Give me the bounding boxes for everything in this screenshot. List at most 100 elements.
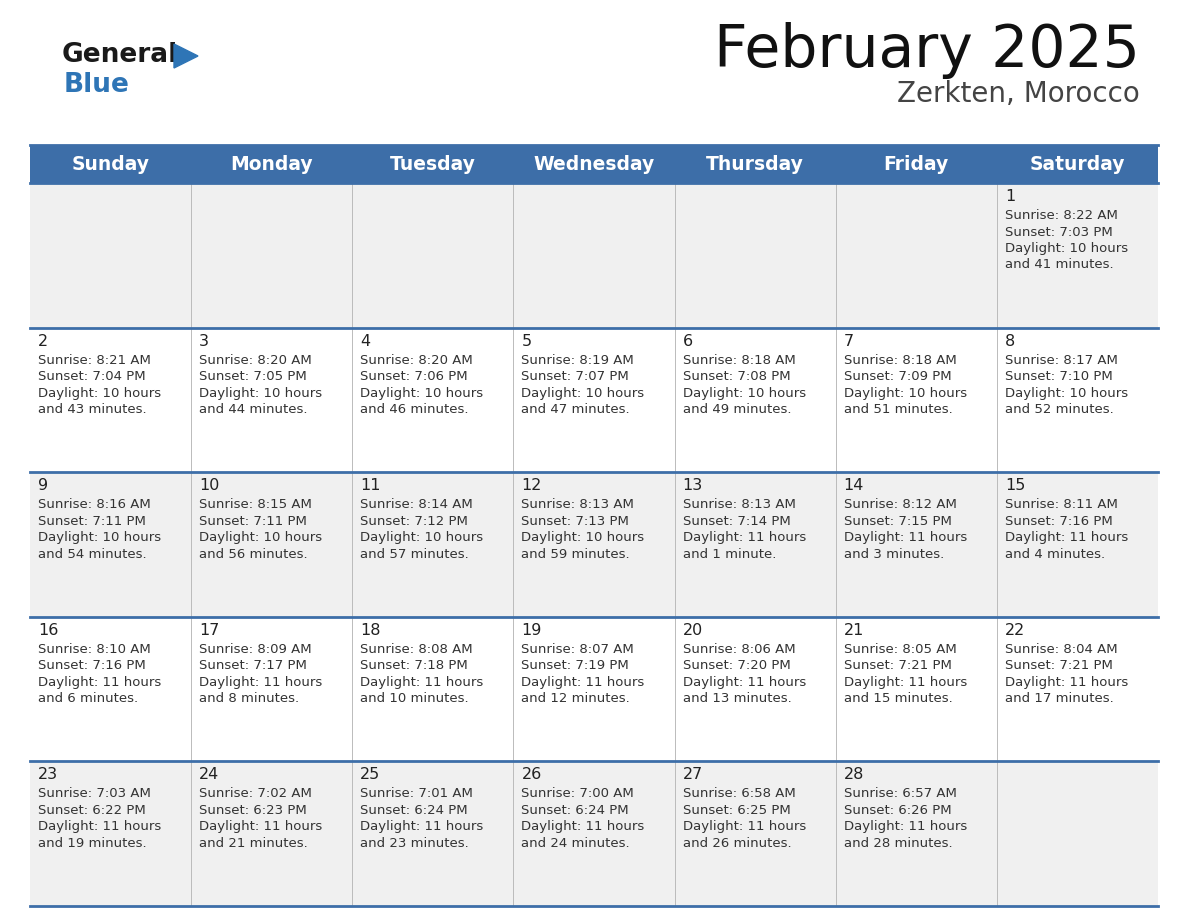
Text: Monday: Monday bbox=[230, 154, 312, 174]
Text: Sunrise: 8:07 AM: Sunrise: 8:07 AM bbox=[522, 643, 634, 655]
Text: and 56 minutes.: and 56 minutes. bbox=[200, 548, 308, 561]
Text: 2: 2 bbox=[38, 333, 49, 349]
Text: Sunrise: 7:01 AM: Sunrise: 7:01 AM bbox=[360, 788, 473, 800]
Text: Wednesday: Wednesday bbox=[533, 154, 655, 174]
Text: Sunset: 7:12 PM: Sunset: 7:12 PM bbox=[360, 515, 468, 528]
Text: Sunrise: 8:04 AM: Sunrise: 8:04 AM bbox=[1005, 643, 1118, 655]
Text: Sunrise: 8:21 AM: Sunrise: 8:21 AM bbox=[38, 353, 151, 366]
Text: Sunset: 7:14 PM: Sunset: 7:14 PM bbox=[683, 515, 790, 528]
Text: Sunset: 7:18 PM: Sunset: 7:18 PM bbox=[360, 659, 468, 672]
Text: and 51 minutes.: and 51 minutes. bbox=[843, 403, 953, 416]
Text: and 44 minutes.: and 44 minutes. bbox=[200, 403, 308, 416]
Text: 9: 9 bbox=[38, 478, 49, 493]
Text: Sunset: 7:20 PM: Sunset: 7:20 PM bbox=[683, 659, 790, 672]
Text: and 46 minutes.: and 46 minutes. bbox=[360, 403, 469, 416]
Text: and 10 minutes.: and 10 minutes. bbox=[360, 692, 469, 705]
Text: Daylight: 11 hours: Daylight: 11 hours bbox=[1005, 676, 1129, 688]
Text: Daylight: 10 hours: Daylight: 10 hours bbox=[200, 532, 322, 544]
Bar bbox=[30, 761, 1158, 906]
Text: and 28 minutes.: and 28 minutes. bbox=[843, 837, 953, 850]
Text: Sunset: 7:11 PM: Sunset: 7:11 PM bbox=[200, 515, 307, 528]
Text: 16: 16 bbox=[38, 622, 58, 638]
Text: 3: 3 bbox=[200, 333, 209, 349]
Text: Sunrise: 8:06 AM: Sunrise: 8:06 AM bbox=[683, 643, 795, 655]
Text: Sunrise: 7:00 AM: Sunrise: 7:00 AM bbox=[522, 788, 634, 800]
Text: Sunset: 7:21 PM: Sunset: 7:21 PM bbox=[1005, 659, 1113, 672]
Text: 6: 6 bbox=[683, 333, 693, 349]
Text: 14: 14 bbox=[843, 478, 864, 493]
Text: Daylight: 11 hours: Daylight: 11 hours bbox=[683, 821, 805, 834]
Text: Daylight: 11 hours: Daylight: 11 hours bbox=[843, 821, 967, 834]
Text: February 2025: February 2025 bbox=[714, 22, 1140, 79]
Text: Daylight: 11 hours: Daylight: 11 hours bbox=[522, 676, 645, 688]
Text: Daylight: 10 hours: Daylight: 10 hours bbox=[522, 532, 645, 544]
Text: Daylight: 10 hours: Daylight: 10 hours bbox=[683, 386, 805, 399]
Text: Friday: Friday bbox=[884, 154, 949, 174]
Text: 21: 21 bbox=[843, 622, 864, 638]
Text: Sunset: 7:04 PM: Sunset: 7:04 PM bbox=[38, 370, 146, 383]
Text: Daylight: 10 hours: Daylight: 10 hours bbox=[200, 386, 322, 399]
Text: and 23 minutes.: and 23 minutes. bbox=[360, 837, 469, 850]
Text: 28: 28 bbox=[843, 767, 864, 782]
Text: Sunrise: 8:18 AM: Sunrise: 8:18 AM bbox=[683, 353, 795, 366]
Text: Sunrise: 6:57 AM: Sunrise: 6:57 AM bbox=[843, 788, 956, 800]
Text: Sunset: 7:15 PM: Sunset: 7:15 PM bbox=[843, 515, 952, 528]
Text: Daylight: 11 hours: Daylight: 11 hours bbox=[360, 821, 484, 834]
Text: and 13 minutes.: and 13 minutes. bbox=[683, 692, 791, 705]
Text: Daylight: 11 hours: Daylight: 11 hours bbox=[200, 676, 322, 688]
Text: Sunrise: 8:20 AM: Sunrise: 8:20 AM bbox=[200, 353, 312, 366]
Text: 15: 15 bbox=[1005, 478, 1025, 493]
Text: Sunset: 7:05 PM: Sunset: 7:05 PM bbox=[200, 370, 307, 383]
Text: Sunset: 6:24 PM: Sunset: 6:24 PM bbox=[522, 804, 630, 817]
Text: Sunset: 7:03 PM: Sunset: 7:03 PM bbox=[1005, 226, 1113, 239]
Text: Sunset: 7:09 PM: Sunset: 7:09 PM bbox=[843, 370, 952, 383]
Text: Daylight: 11 hours: Daylight: 11 hours bbox=[683, 676, 805, 688]
Text: 26: 26 bbox=[522, 767, 542, 782]
Text: 18: 18 bbox=[360, 622, 381, 638]
Text: Daylight: 11 hours: Daylight: 11 hours bbox=[38, 676, 162, 688]
Text: Sunrise: 8:10 AM: Sunrise: 8:10 AM bbox=[38, 643, 151, 655]
Text: 13: 13 bbox=[683, 478, 703, 493]
Text: and 8 minutes.: and 8 minutes. bbox=[200, 692, 299, 705]
Text: 19: 19 bbox=[522, 622, 542, 638]
Text: Daylight: 10 hours: Daylight: 10 hours bbox=[360, 532, 484, 544]
Text: Sunday: Sunday bbox=[71, 154, 150, 174]
Text: and 3 minutes.: and 3 minutes. bbox=[843, 548, 944, 561]
Text: Sunrise: 8:13 AM: Sunrise: 8:13 AM bbox=[522, 498, 634, 511]
Text: 12: 12 bbox=[522, 478, 542, 493]
Bar bbox=[30, 145, 1158, 183]
Text: Sunset: 7:16 PM: Sunset: 7:16 PM bbox=[1005, 515, 1113, 528]
Text: Sunset: 6:24 PM: Sunset: 6:24 PM bbox=[360, 804, 468, 817]
Text: Daylight: 10 hours: Daylight: 10 hours bbox=[360, 386, 484, 399]
Text: Sunrise: 8:13 AM: Sunrise: 8:13 AM bbox=[683, 498, 796, 511]
Text: 20: 20 bbox=[683, 622, 703, 638]
Text: 24: 24 bbox=[200, 767, 220, 782]
Text: 25: 25 bbox=[360, 767, 380, 782]
Text: Sunset: 7:08 PM: Sunset: 7:08 PM bbox=[683, 370, 790, 383]
Text: 10: 10 bbox=[200, 478, 220, 493]
Text: Sunrise: 6:58 AM: Sunrise: 6:58 AM bbox=[683, 788, 795, 800]
Text: Sunrise: 8:17 AM: Sunrise: 8:17 AM bbox=[1005, 353, 1118, 366]
Bar bbox=[30, 183, 1158, 328]
Text: and 49 minutes.: and 49 minutes. bbox=[683, 403, 791, 416]
Text: Daylight: 10 hours: Daylight: 10 hours bbox=[1005, 386, 1127, 399]
Text: and 47 minutes.: and 47 minutes. bbox=[522, 403, 630, 416]
Text: Daylight: 10 hours: Daylight: 10 hours bbox=[38, 532, 162, 544]
Text: Sunset: 7:21 PM: Sunset: 7:21 PM bbox=[843, 659, 952, 672]
Text: and 24 minutes.: and 24 minutes. bbox=[522, 837, 630, 850]
Text: Sunset: 6:26 PM: Sunset: 6:26 PM bbox=[843, 804, 952, 817]
Text: and 26 minutes.: and 26 minutes. bbox=[683, 837, 791, 850]
Text: Daylight: 10 hours: Daylight: 10 hours bbox=[1005, 242, 1127, 255]
Text: Sunrise: 8:19 AM: Sunrise: 8:19 AM bbox=[522, 353, 634, 366]
Text: Sunset: 7:19 PM: Sunset: 7:19 PM bbox=[522, 659, 630, 672]
Text: and 59 minutes.: and 59 minutes. bbox=[522, 548, 630, 561]
Text: 11: 11 bbox=[360, 478, 381, 493]
Text: Daylight: 11 hours: Daylight: 11 hours bbox=[200, 821, 322, 834]
Text: and 43 minutes.: and 43 minutes. bbox=[38, 403, 146, 416]
Text: and 4 minutes.: and 4 minutes. bbox=[1005, 548, 1105, 561]
Text: Daylight: 11 hours: Daylight: 11 hours bbox=[843, 676, 967, 688]
Text: Daylight: 11 hours: Daylight: 11 hours bbox=[1005, 532, 1129, 544]
Text: Saturday: Saturday bbox=[1030, 154, 1125, 174]
Bar bbox=[30, 472, 1158, 617]
Text: Daylight: 11 hours: Daylight: 11 hours bbox=[683, 532, 805, 544]
